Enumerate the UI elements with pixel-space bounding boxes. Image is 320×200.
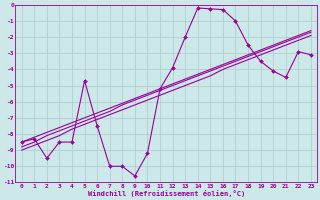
X-axis label: Windchill (Refroidissement éolien,°C): Windchill (Refroidissement éolien,°C)	[88, 190, 245, 197]
